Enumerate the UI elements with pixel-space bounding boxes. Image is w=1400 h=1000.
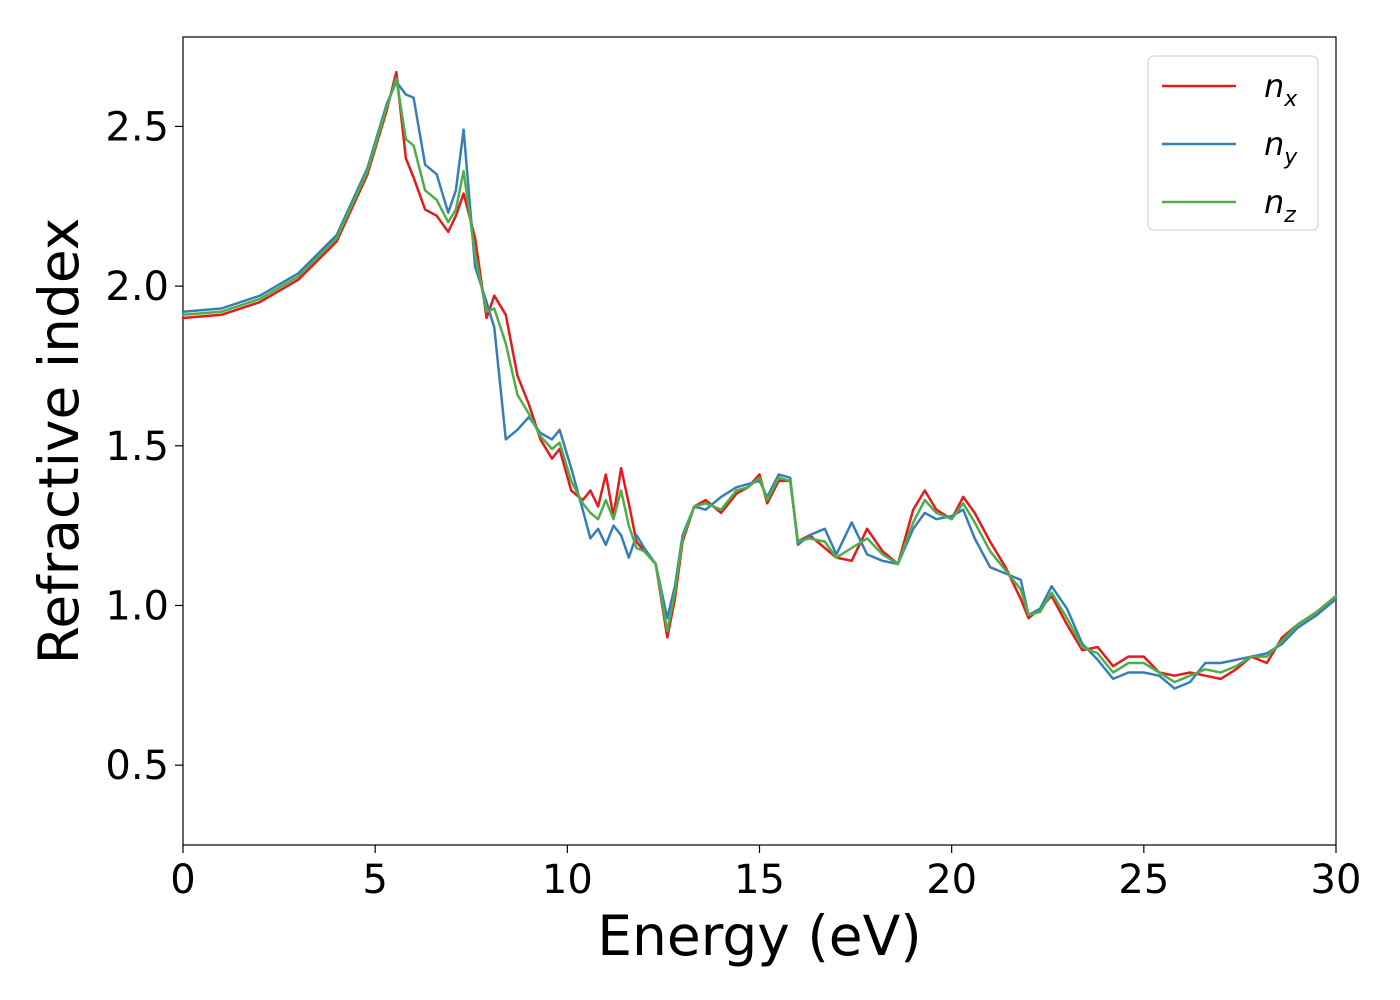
x-axis-ticks: 0 5 10 15 20 25 30	[170, 845, 1361, 903]
x-tick-label: 25	[1118, 857, 1169, 903]
series-line-y	[181, 80, 1338, 690]
x-tick-label: 10	[542, 857, 593, 903]
y-tick-label: 1.5	[105, 424, 169, 470]
y-axis-ticks: 0.5 1.0 1.5 2.0 2.5	[105, 104, 183, 789]
legend-label-y: ny	[1264, 125, 1298, 170]
x-tick-label: 5	[362, 857, 387, 903]
x-tick-label: 0	[170, 857, 195, 903]
y-tick-label: 2.5	[105, 104, 169, 150]
series-layer	[181, 70, 1338, 690]
x-tick-label: 30	[1311, 857, 1362, 903]
x-tick-label: 20	[926, 857, 977, 903]
y-axis-label: Refractive index	[27, 218, 91, 665]
legend-label-x: nx	[1264, 67, 1298, 112]
y-tick-label: 0.5	[105, 743, 169, 789]
x-tick-label: 15	[734, 857, 785, 903]
series-line-z	[181, 77, 1338, 684]
y-tick-label: 1.0	[105, 583, 169, 629]
x-axis-label: Energy (eV)	[597, 904, 921, 968]
y-tick-label: 2.0	[105, 264, 169, 310]
